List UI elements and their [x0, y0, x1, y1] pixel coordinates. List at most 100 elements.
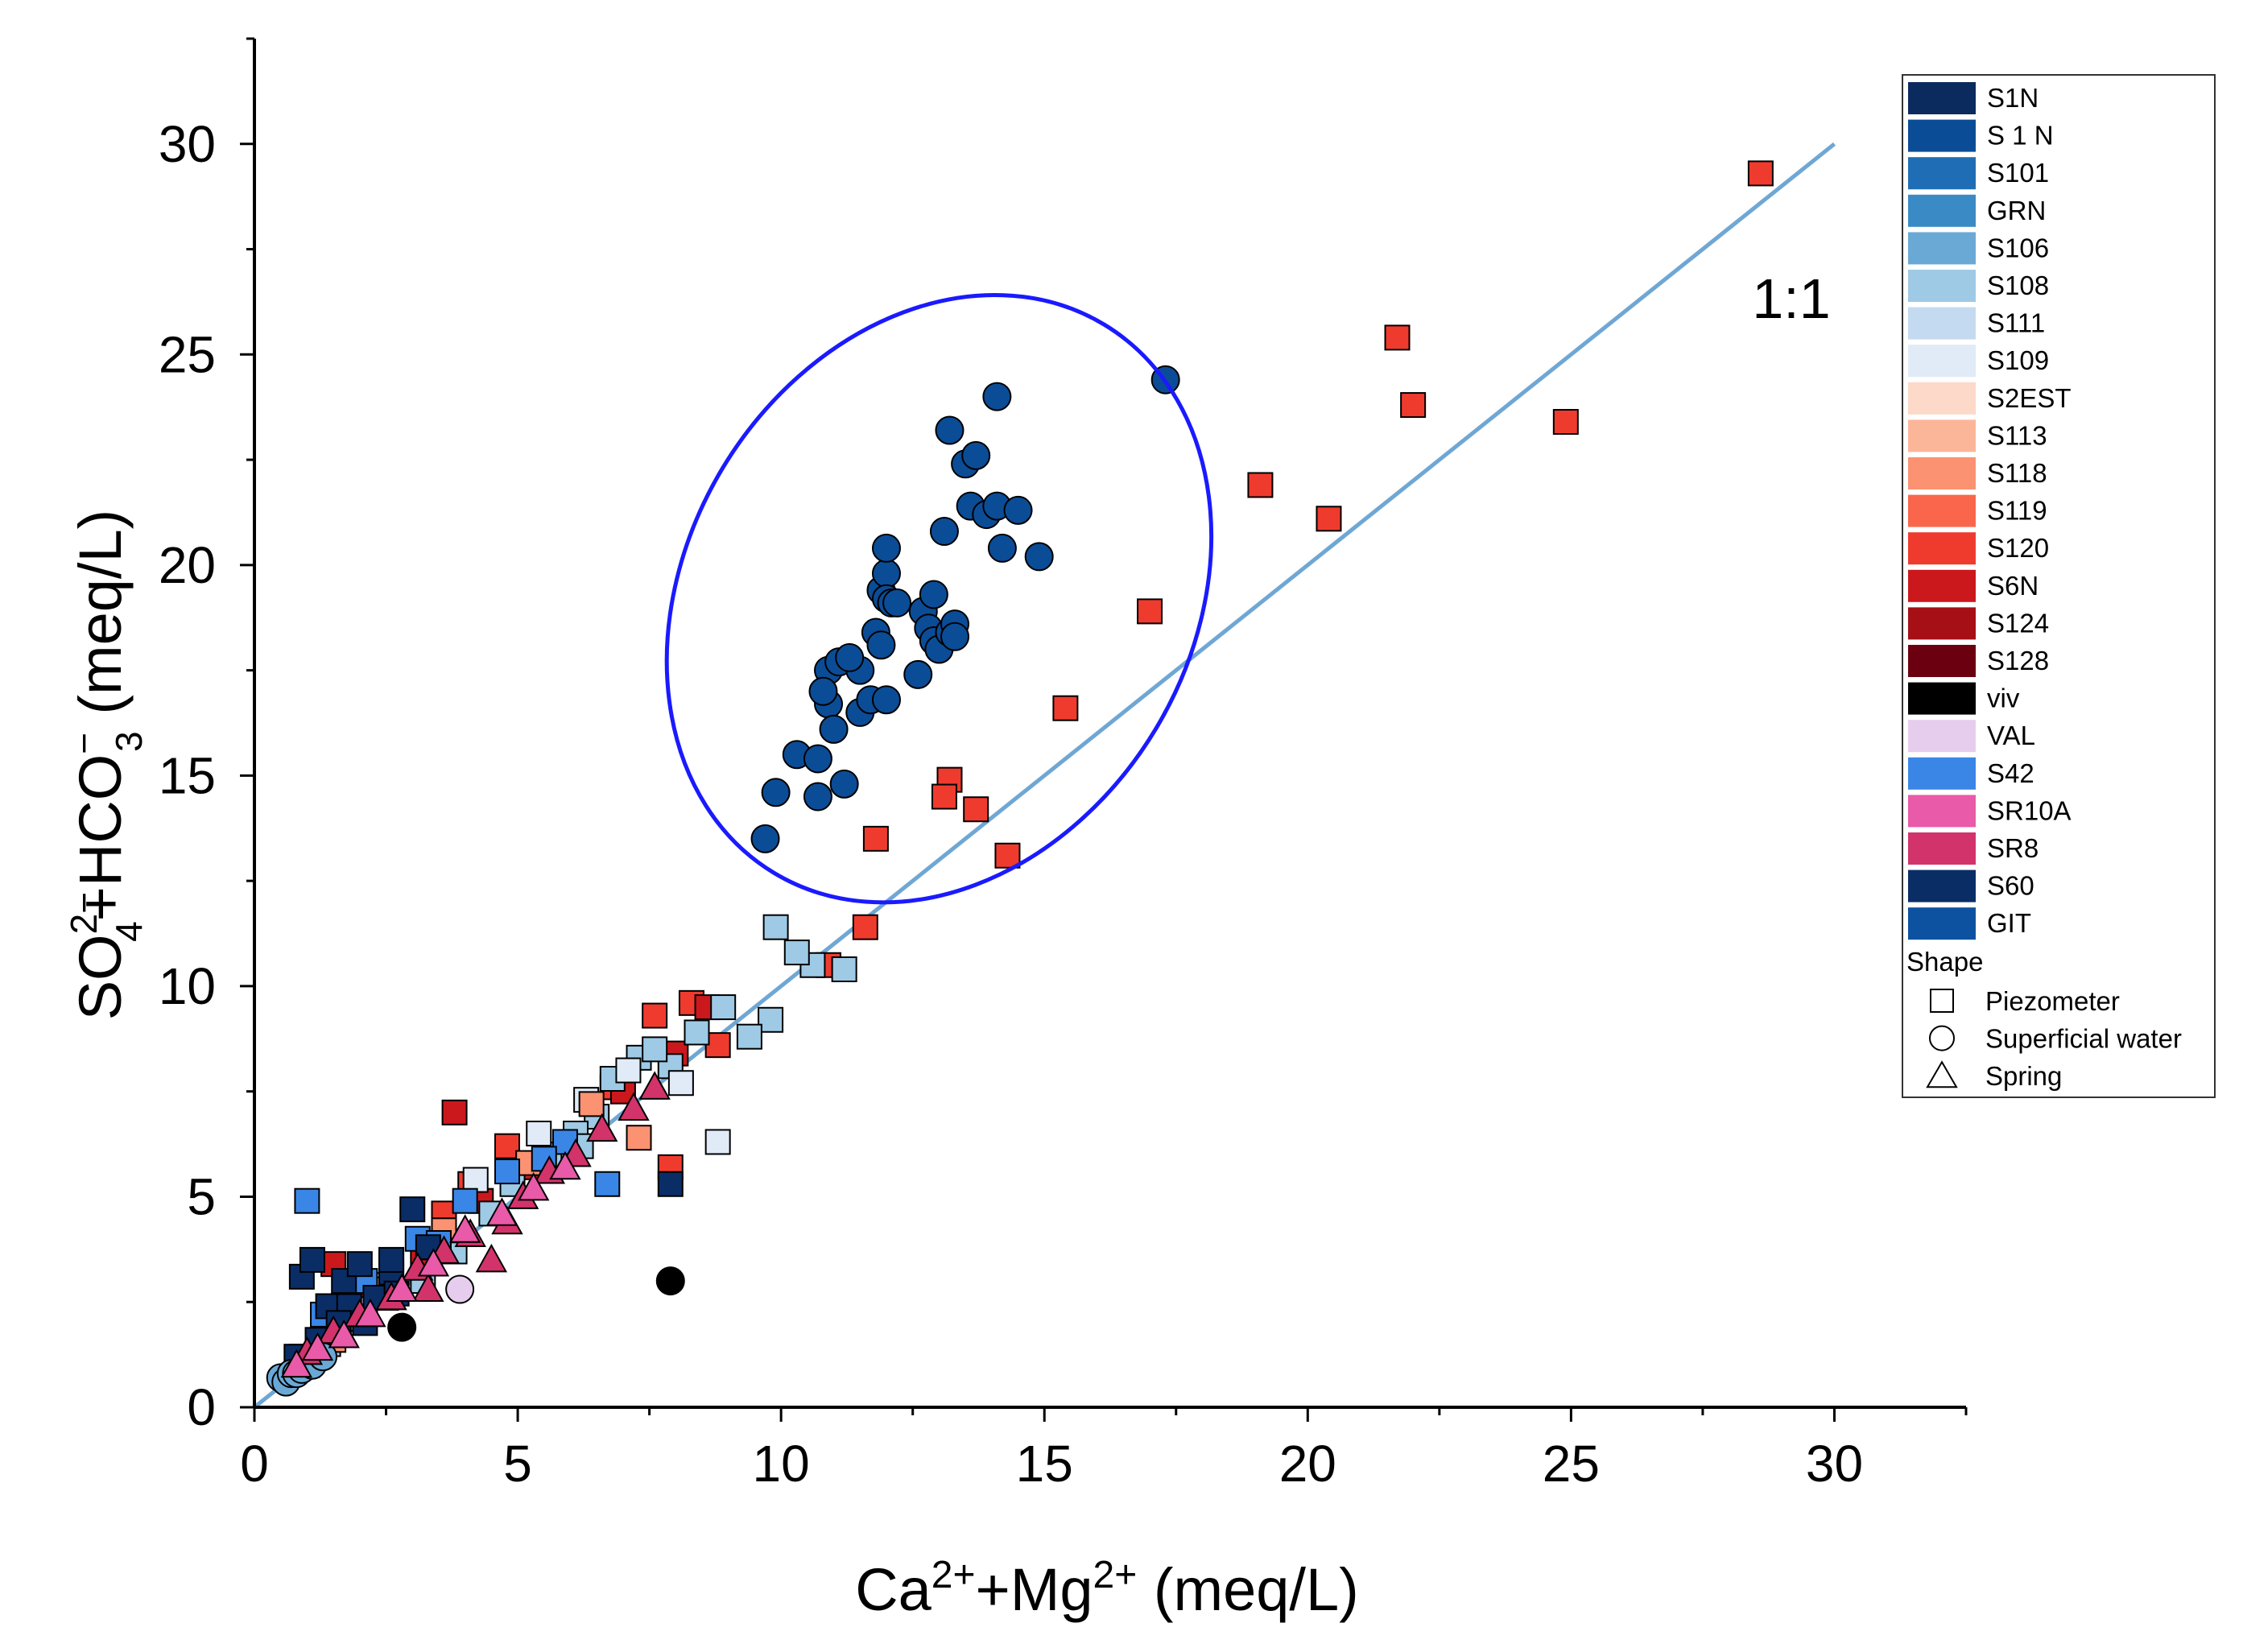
- data-point-s118: [580, 1092, 604, 1116]
- data-point-s42: [495, 1159, 519, 1183]
- data-point-s1n: [804, 783, 832, 811]
- data-point-s120: [1554, 410, 1578, 434]
- data-point-s6n: [443, 1101, 467, 1125]
- data-point-s1n: [809, 678, 836, 705]
- data-point-s108: [832, 957, 857, 981]
- legend-swatch: [1908, 683, 1976, 715]
- data-point-s109: [706, 1130, 730, 1154]
- data-point-s1n: [989, 535, 1016, 562]
- data-point-s108: [737, 1025, 762, 1049]
- data-point-s1n: [931, 518, 958, 545]
- legend-swatch: [1908, 495, 1976, 527]
- legend-label: S6N: [1987, 571, 2039, 601]
- legend-label: S101: [1987, 158, 2049, 188]
- legend-shape-label: Spring: [1985, 1061, 2062, 1091]
- y-tick-label: 10: [159, 957, 216, 1015]
- x-axis-title-unit: (meq/L): [1137, 1556, 1359, 1623]
- y-tick-label: 15: [159, 746, 216, 804]
- data-point-s1n: [1005, 497, 1032, 524]
- x-tick-label: 5: [503, 1435, 532, 1493]
- data-point-s120: [1138, 599, 1162, 623]
- data-point-s1n: [873, 560, 900, 587]
- legend-swatch: [1908, 720, 1976, 752]
- y-axis-title-sub: 4: [108, 921, 150, 942]
- x-axis-title-sup: 2+: [931, 1554, 976, 1596]
- legend-swatch: [1908, 532, 1976, 564]
- x-tick-label: 30: [1806, 1435, 1863, 1493]
- legend-label: GRN: [1987, 196, 2046, 225]
- legend-swatch: [1908, 382, 1976, 415]
- legend-swatch: [1908, 457, 1976, 489]
- data-point-s1n: [941, 623, 969, 650]
- legend-swatch: [1908, 570, 1976, 602]
- data-points: [267, 161, 1773, 1395]
- data-point-s120: [1053, 696, 1077, 721]
- data-point-s42: [453, 1189, 477, 1213]
- data-point-viv: [388, 1314, 415, 1341]
- legend-label: S106: [1987, 233, 2049, 262]
- y-tick-label: 30: [159, 115, 216, 173]
- data-point-s108: [642, 1037, 667, 1061]
- data-point-sr8: [477, 1245, 506, 1271]
- data-point-s120: [853, 915, 878, 940]
- data-point-s60: [400, 1197, 424, 1221]
- legend-label: GIT: [1987, 908, 2031, 938]
- x-tick-label: 10: [753, 1435, 810, 1493]
- y-tick-label: 5: [187, 1167, 216, 1225]
- legend-label: S111: [1987, 308, 2045, 338]
- x-tick-label: 15: [1016, 1435, 1073, 1493]
- data-point-s120: [1401, 393, 1425, 417]
- data-point-s42: [595, 1172, 619, 1196]
- legend-swatch: [1908, 419, 1976, 452]
- data-point-s120: [964, 797, 988, 821]
- legend-swatch: [1908, 82, 1976, 114]
- data-point-s118: [627, 1125, 651, 1150]
- legend-swatch: [1908, 607, 1976, 639]
- legend-shape-label: Superficial water: [1985, 1024, 2182, 1054]
- data-point-s120: [642, 1004, 667, 1028]
- data-point-s1n: [1026, 543, 1053, 570]
- y-tick-label: 20: [159, 536, 216, 594]
- legend-label: S60: [1987, 871, 2034, 901]
- data-point-s1n: [873, 535, 900, 562]
- x-tick-label: 25: [1543, 1435, 1600, 1493]
- legend-label: S120: [1987, 533, 2049, 563]
- y-axis-title-sub: 3: [108, 731, 150, 752]
- legend-label: S 1 N: [1987, 121, 2054, 151]
- x-axis-title-sup: 2+: [1093, 1554, 1138, 1596]
- data-point-s120: [1386, 325, 1410, 349]
- legend-swatch: [1908, 870, 1976, 902]
- legend-label: S118: [1987, 458, 2047, 488]
- legend-shape-title: Shape: [1906, 947, 1983, 977]
- data-point-s1n: [883, 589, 911, 617]
- data-point-s108: [764, 915, 788, 940]
- legend-swatch: [1908, 195, 1976, 227]
- data-point-s42: [295, 1189, 319, 1213]
- legend-label: S42: [1987, 758, 2034, 788]
- legend-label: S128: [1987, 646, 2049, 675]
- legend-swatch: [1908, 795, 1976, 827]
- data-point-s1n: [836, 644, 863, 671]
- legend-label: SR8: [1987, 833, 2039, 863]
- data-point-s1n: [762, 779, 790, 806]
- legend-label: S113: [1987, 420, 2047, 450]
- legend-swatch: [1908, 832, 1976, 865]
- legend: S1NS 1 NS101GRNS106S108S111S109S2ESTS113…: [1902, 75, 2215, 1097]
- legend-swatch: [1908, 120, 1976, 152]
- y-axis-title-unit: (meq/L): [67, 510, 134, 732]
- data-point-val: [446, 1276, 473, 1303]
- y-axis-title-part: +HCO: [67, 754, 134, 922]
- legend-swatch: [1908, 308, 1976, 340]
- legend-label: S108: [1987, 271, 2049, 300]
- data-point-s1n: [873, 686, 900, 713]
- data-point-s1n: [752, 825, 779, 853]
- y-axis-title: SO2−4+HCO−3 (meq/L): [63, 510, 150, 1021]
- data-point-s108: [711, 995, 735, 1019]
- y-tick-label: 0: [187, 1378, 216, 1436]
- legend-label: S109: [1987, 345, 2049, 375]
- ratio-annotation: 1:1: [1752, 267, 1830, 330]
- data-point-s1n: [983, 383, 1010, 411]
- data-point-s120: [864, 827, 888, 851]
- legend-shape-label: Piezometer: [1985, 986, 2120, 1016]
